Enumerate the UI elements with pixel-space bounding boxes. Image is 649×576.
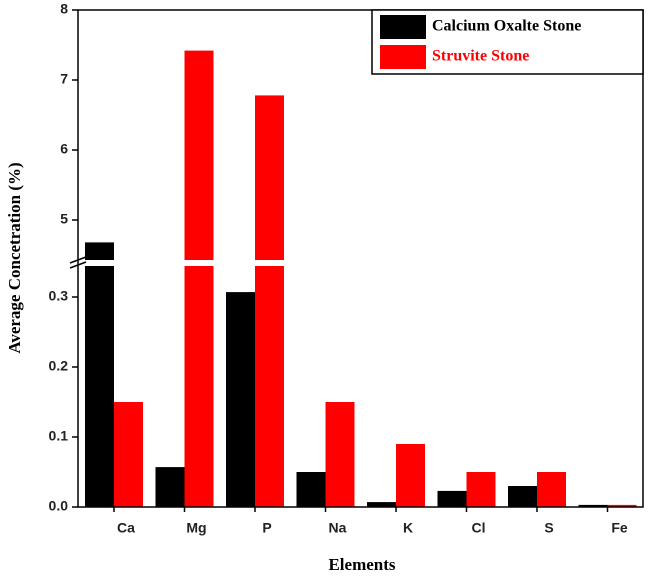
x-tick-label: S <box>544 520 553 536</box>
x-tick-label: Ca <box>117 520 135 536</box>
legend-swatch <box>380 15 426 39</box>
bar <box>367 502 396 507</box>
bar <box>466 472 496 507</box>
y-tick-label: 0.2 <box>49 358 69 374</box>
bar <box>537 472 566 507</box>
y-tick-label: 0.3 <box>49 288 69 304</box>
x-tick-label: P <box>262 520 271 536</box>
axis-break-gap <box>70 260 643 266</box>
legend-label: Calcium Oxalte Stone <box>432 18 581 35</box>
legend-label: Struvite Stone <box>432 48 529 65</box>
y-tick-label: 8 <box>60 1 68 17</box>
x-tick-label: Mg <box>186 520 206 536</box>
x-axis-title: Elements <box>328 555 395 574</box>
bar <box>325 402 355 507</box>
y-tick-label: 0.1 <box>49 428 69 444</box>
y-tick-label: 5 <box>60 211 68 227</box>
bar <box>184 50 214 507</box>
y-tick-label: 6 <box>60 141 68 157</box>
y-tick-label: 7 <box>60 71 68 87</box>
bar <box>85 242 114 507</box>
y-axis-title: Average Concetration (%) <box>5 162 24 353</box>
x-tick-label: Na <box>329 520 347 536</box>
bar <box>607 504 637 507</box>
x-tick-label: K <box>403 520 413 536</box>
legend-swatch <box>380 45 426 69</box>
bar <box>155 467 185 507</box>
bar <box>437 490 467 507</box>
bar <box>296 472 326 507</box>
bar <box>578 504 608 507</box>
x-tick-label: Cl <box>472 520 486 536</box>
plot-frame <box>77 9 644 508</box>
x-tick-label: Fe <box>611 520 628 536</box>
bar <box>226 292 255 507</box>
bar <box>255 95 284 508</box>
bar <box>508 486 537 507</box>
bar <box>114 402 143 507</box>
legend: Calcium Oxalte Stone Struvite Stone <box>371 9 644 75</box>
bar <box>396 444 425 507</box>
y-tick-label: 0.0 <box>49 498 69 514</box>
